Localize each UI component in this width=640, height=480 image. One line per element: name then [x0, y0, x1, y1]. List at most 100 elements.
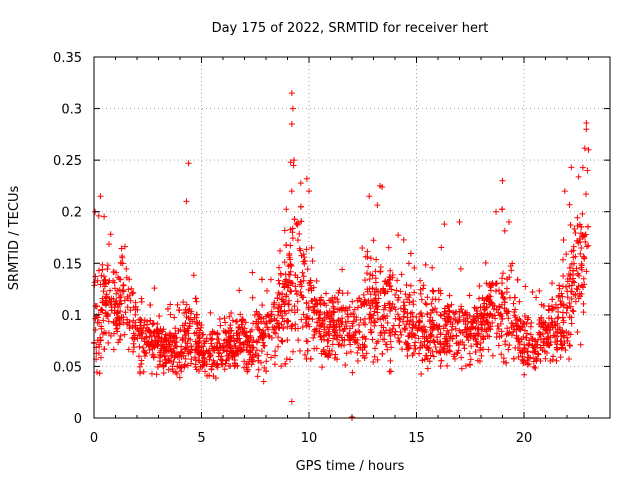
data-point: [423, 334, 430, 341]
data-point: [516, 338, 523, 345]
data-point: [486, 281, 493, 288]
data-point: [568, 320, 575, 327]
data-point: [471, 304, 478, 311]
data-point: [464, 325, 471, 332]
data-point: [559, 314, 566, 321]
data-point: [417, 277, 424, 284]
data-point: [356, 322, 363, 329]
data-point: [444, 302, 451, 309]
data-point: [360, 319, 367, 326]
data-point: [537, 330, 544, 337]
data-point: [379, 313, 386, 320]
data-point: [189, 318, 196, 325]
data-point: [429, 327, 436, 334]
data-point: [493, 280, 500, 287]
data-point: [401, 325, 408, 332]
data-point: [380, 286, 387, 293]
data-point: [167, 311, 174, 318]
data-point: [271, 361, 278, 368]
data-point: [517, 318, 524, 325]
data-point: [354, 349, 361, 356]
data-point: [276, 264, 283, 271]
data-point: [183, 198, 190, 205]
data-point: [553, 304, 560, 311]
data-point: [400, 318, 407, 325]
data-point: [446, 347, 453, 354]
data-point: [553, 333, 560, 340]
data-point: [153, 337, 160, 344]
data-point: [498, 332, 505, 339]
data-point: [515, 354, 522, 361]
data-point: [236, 335, 243, 342]
data-point: [317, 296, 324, 303]
data-point: [437, 311, 444, 318]
data-point: [519, 348, 526, 355]
data-point: [372, 345, 379, 352]
data-point: [560, 236, 567, 243]
data-point: [120, 281, 127, 288]
data-point: [249, 269, 256, 276]
data-point: [379, 350, 386, 357]
data-point: [524, 316, 531, 323]
data-point: [234, 330, 241, 337]
data-point: [289, 105, 296, 112]
data-point: [193, 366, 200, 373]
data-point: [290, 348, 297, 355]
data-point: [188, 356, 195, 363]
data-point: [565, 330, 572, 337]
data-point: [438, 357, 445, 364]
data-point: [455, 318, 462, 325]
data-point: [540, 324, 547, 331]
data-point: [456, 219, 463, 226]
data-point: [466, 350, 473, 357]
data-point: [297, 180, 304, 187]
data-point: [553, 344, 560, 351]
data-point: [321, 324, 328, 331]
data-point: [192, 295, 199, 302]
data-point: [478, 352, 485, 359]
data-point: [385, 244, 392, 251]
data-point: [547, 358, 554, 365]
data-point: [118, 245, 125, 252]
data-point: [503, 307, 510, 314]
data-point: [394, 277, 401, 284]
data-point: [303, 246, 310, 253]
data-point: [435, 326, 442, 333]
data-point: [330, 326, 337, 333]
data-point: [185, 350, 192, 357]
data-point: [424, 311, 431, 318]
data-point: [311, 345, 318, 352]
data-point: [93, 303, 100, 310]
data-point: [287, 262, 294, 269]
data-point: [555, 292, 562, 299]
data-point: [298, 252, 305, 259]
data-point: [228, 310, 235, 317]
data-point: [575, 283, 582, 290]
data-point: [371, 288, 378, 295]
data-point: [208, 363, 215, 370]
data-point: [446, 292, 453, 299]
data-point: [268, 311, 275, 318]
data-point: [522, 283, 529, 290]
data-point: [465, 337, 472, 344]
data-point: [501, 299, 508, 306]
data-point: [444, 327, 451, 334]
data-point: [374, 356, 381, 363]
data-point: [550, 353, 557, 360]
data-point: [166, 343, 173, 350]
data-point: [512, 344, 519, 351]
data-point: [171, 335, 178, 342]
data-point: [428, 309, 435, 316]
data-point: [111, 304, 118, 311]
data-point: [526, 341, 533, 348]
data-point: [585, 146, 592, 153]
data-point: [305, 305, 312, 312]
data-point: [501, 227, 508, 234]
data-point: [104, 312, 111, 319]
data-point: [118, 314, 125, 321]
data-point: [368, 315, 375, 322]
data-point: [316, 297, 323, 304]
data-point: [219, 357, 226, 364]
data-point: [508, 320, 515, 327]
data-point: [433, 348, 440, 355]
